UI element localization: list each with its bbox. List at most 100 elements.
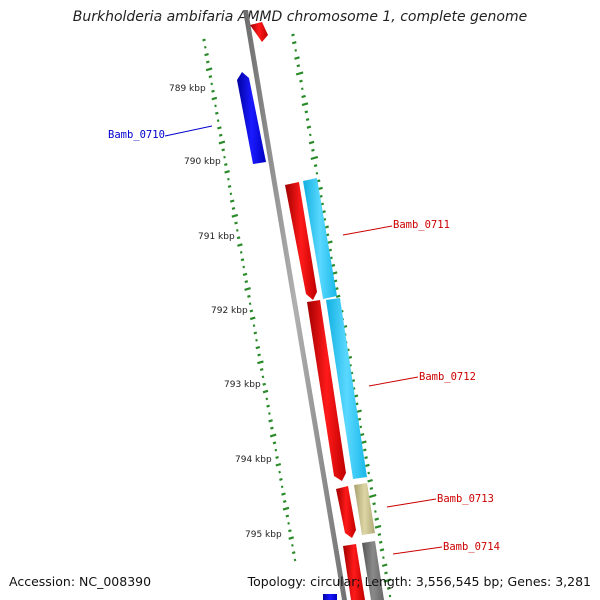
gc-dash bbox=[270, 426, 274, 430]
clipped-label-top: ... bbox=[153, 10, 162, 20]
gc-dash bbox=[294, 56, 300, 60]
gc-dash bbox=[293, 558, 297, 562]
tick-label-794: 794 kbp bbox=[235, 455, 272, 465]
gc-dash bbox=[227, 177, 230, 181]
gc-dash bbox=[217, 126, 222, 130]
gc-dash bbox=[282, 506, 290, 511]
gene-bamb-0711[interactable] bbox=[285, 182, 317, 300]
tick-label-793: 793 kbp bbox=[224, 380, 261, 390]
gc-dash bbox=[306, 125, 312, 129]
gc-dash bbox=[291, 544, 294, 547]
gc-dash bbox=[253, 331, 258, 335]
gc-dash bbox=[236, 236, 241, 240]
gc-dash bbox=[359, 432, 365, 437]
gc-dash bbox=[240, 258, 245, 262]
gc-dash bbox=[310, 155, 319, 161]
gene-label-bamb-0710[interactable]: Bamb_0710 bbox=[108, 129, 165, 141]
gc-dash bbox=[216, 119, 220, 122]
gene-label-bamb-0712[interactable]: Bamb_0712 bbox=[419, 371, 476, 383]
gc-dash bbox=[248, 302, 252, 306]
homolog-bamb-0714[interactable] bbox=[362, 541, 384, 600]
gc-dash bbox=[262, 389, 269, 394]
gc-dash bbox=[227, 184, 232, 188]
gc-dash bbox=[374, 524, 382, 529]
gc-dash bbox=[313, 164, 318, 168]
gc-dash bbox=[265, 397, 269, 401]
gc-dash bbox=[211, 96, 218, 101]
gc-dash bbox=[369, 486, 374, 490]
gc-dash bbox=[364, 456, 368, 460]
gene-label-bamb-0711[interactable]: Bamb_0711 bbox=[393, 219, 450, 231]
gene-bamb-0712[interactable] bbox=[307, 300, 346, 481]
gc-dash bbox=[279, 477, 283, 481]
gene-label-bamb-0713[interactable]: Bamb_0713 bbox=[437, 493, 494, 505]
gc-dash bbox=[211, 89, 215, 93]
gc-dash bbox=[377, 533, 382, 537]
gc-dash bbox=[218, 133, 223, 137]
gc-dash bbox=[291, 551, 296, 555]
gc-dash bbox=[335, 294, 341, 298]
gc-dash bbox=[274, 448, 278, 452]
leader-bamb-0710 bbox=[164, 125, 213, 137]
gene-label-bamb-0714[interactable]: Bamb_0714 bbox=[443, 541, 500, 553]
gc-dash bbox=[214, 111, 219, 115]
gc-dash bbox=[362, 448, 367, 452]
tick-label-789: 789 kbp bbox=[169, 84, 206, 94]
gc-dash bbox=[247, 294, 251, 298]
gene-bamb-0713[interactable] bbox=[336, 486, 356, 538]
gc-dash bbox=[237, 243, 243, 247]
gc-dash bbox=[259, 368, 264, 372]
gc-dash bbox=[367, 478, 373, 483]
tick-label-791: 791 kbp bbox=[198, 232, 235, 242]
gc-dash bbox=[374, 510, 377, 513]
gene-bamb-0710[interactable] bbox=[237, 72, 266, 164]
gc-dash bbox=[224, 170, 230, 174]
gene-partial-top[interactable] bbox=[250, 22, 268, 42]
gc-dash bbox=[229, 199, 235, 203]
gc-dash bbox=[305, 118, 310, 122]
tick-label-795: 795 kbp bbox=[245, 530, 282, 540]
gc-dash bbox=[311, 148, 315, 152]
gc-dash bbox=[261, 375, 265, 379]
gc-dash bbox=[388, 594, 392, 598]
gc-dash bbox=[275, 455, 279, 459]
homolog-bamb-0711[interactable] bbox=[303, 178, 337, 299]
gc-dash bbox=[231, 213, 239, 218]
gc-dash bbox=[252, 324, 256, 327]
gc-dash bbox=[242, 272, 248, 277]
gene-partial-bottom[interactable] bbox=[323, 594, 337, 600]
gene-bamb-0714[interactable] bbox=[343, 544, 365, 600]
gc-dash bbox=[218, 140, 226, 145]
gc-dash bbox=[208, 75, 213, 79]
gc-dash bbox=[205, 60, 210, 64]
gc-dash bbox=[272, 441, 277, 445]
gc-dash bbox=[255, 345, 261, 350]
gc-dash bbox=[379, 548, 385, 552]
gc-dash bbox=[308, 133, 312, 137]
gc-dash bbox=[281, 492, 286, 496]
gc-dash bbox=[282, 499, 287, 503]
gc-dash bbox=[257, 353, 261, 357]
gc-dash bbox=[382, 556, 385, 559]
leader-bamb-0712 bbox=[368, 376, 419, 387]
homolog-bamb-0713[interactable] bbox=[354, 483, 375, 535]
gc-dash bbox=[384, 571, 388, 575]
gc-dash bbox=[359, 425, 363, 429]
gc-dash bbox=[315, 171, 319, 175]
gc-dash bbox=[294, 49, 298, 52]
map-title: Burkholderia ambifaria AMMD chromosome 1… bbox=[72, 9, 528, 25]
gc-dash bbox=[255, 338, 258, 342]
homolog-bamb-0712[interactable] bbox=[326, 298, 367, 479]
gc-dash bbox=[381, 563, 388, 568]
gc-dash bbox=[278, 470, 281, 474]
gc-dash bbox=[203, 45, 207, 49]
gc-dash bbox=[249, 316, 256, 321]
gc-dash bbox=[249, 309, 254, 313]
gc-dash bbox=[210, 82, 214, 86]
gc-dash bbox=[291, 41, 297, 45]
gc-dash bbox=[323, 218, 327, 221]
gc-dash bbox=[372, 502, 376, 506]
gc-dash bbox=[299, 79, 303, 83]
gc-dash bbox=[295, 71, 304, 76]
